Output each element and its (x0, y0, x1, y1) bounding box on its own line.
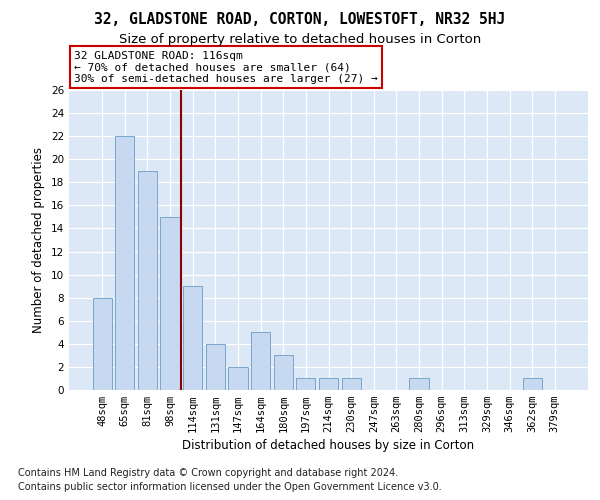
Bar (229, 367, 248, 390)
Text: Size of property relative to detached houses in Corton: Size of property relative to detached ho… (119, 32, 481, 46)
Bar (274, 356, 293, 390)
Y-axis label: Number of detached properties: Number of detached properties (32, 147, 46, 333)
Bar (341, 378, 361, 390)
X-axis label: Distribution of detached houses by size in Corton: Distribution of detached houses by size … (182, 440, 475, 452)
Bar (138, 171, 157, 390)
Bar (523, 378, 542, 390)
Bar (115, 136, 134, 390)
Bar (183, 286, 202, 390)
Bar (296, 378, 316, 390)
Bar (251, 332, 270, 390)
Bar (319, 378, 338, 390)
Bar (92, 298, 112, 390)
Text: Contains HM Land Registry data © Crown copyright and database right 2024.: Contains HM Land Registry data © Crown c… (18, 468, 398, 477)
Text: 32 GLADSTONE ROAD: 116sqm
← 70% of detached houses are smaller (64)
30% of semi-: 32 GLADSTONE ROAD: 116sqm ← 70% of detac… (74, 51, 378, 84)
Text: 32, GLADSTONE ROAD, CORTON, LOWESTOFT, NR32 5HJ: 32, GLADSTONE ROAD, CORTON, LOWESTOFT, N… (94, 12, 506, 28)
Bar (206, 344, 225, 390)
Bar (409, 378, 428, 390)
Bar (160, 217, 180, 390)
Text: Contains public sector information licensed under the Open Government Licence v3: Contains public sector information licen… (18, 482, 442, 492)
